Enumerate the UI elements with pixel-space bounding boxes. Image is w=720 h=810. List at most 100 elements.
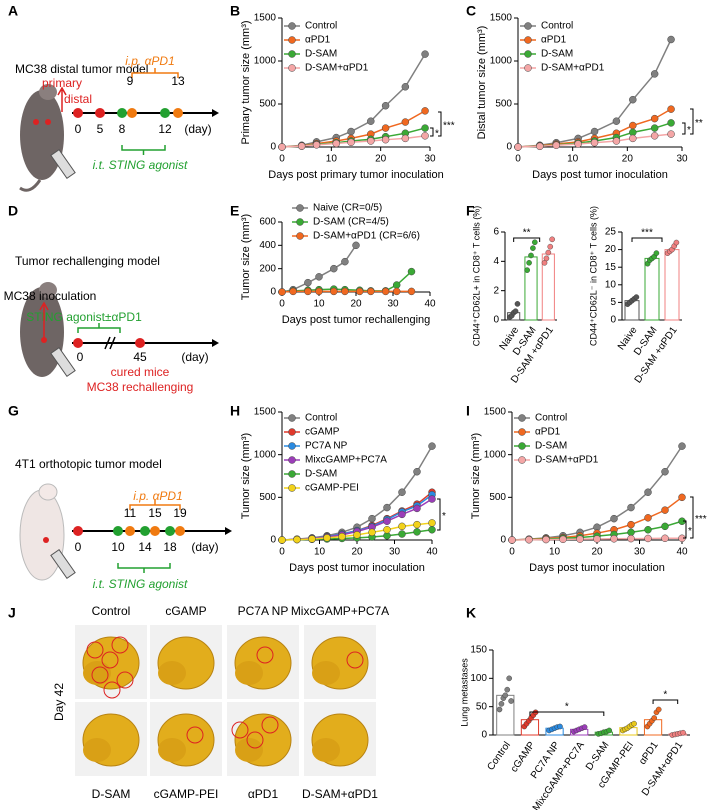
y-tick-label: 400: [259, 240, 276, 251]
arrow: [39, 301, 49, 338]
y-tick-label: 50: [476, 701, 488, 712]
x-tick-label: 0: [279, 154, 285, 165]
data-point: [650, 114, 659, 123]
legend-marker: [524, 64, 532, 72]
data-point: [421, 107, 429, 115]
y-tick-label: 1500: [254, 407, 277, 418]
data-point: [653, 250, 660, 256]
photo-label: PC7A NP: [238, 604, 289, 618]
legend-label: D-SAM+αPD1: [541, 63, 605, 74]
data-point: [398, 510, 406, 519]
mouse-a: [19, 84, 76, 192]
data-point: [514, 143, 522, 151]
data-point: [428, 495, 436, 503]
y-tick-label: 100: [470, 673, 487, 684]
legend-marker: [288, 50, 296, 58]
legend-marker: [518, 456, 526, 464]
legend-marker: [524, 50, 532, 58]
data-point: [332, 139, 341, 148]
legend-label: Naive (CR=0/5): [313, 203, 382, 214]
x-tick-label: 0: [515, 154, 521, 165]
data-point: [502, 692, 509, 699]
data-point: [557, 723, 563, 730]
legend-marker: [288, 484, 296, 492]
schematic-label: primary: [42, 76, 82, 90]
data-point: [413, 504, 421, 513]
lung-lobe: [235, 661, 263, 685]
data-point: [367, 137, 375, 145]
legend-marker: [288, 22, 296, 30]
y-tick-label: 0: [270, 142, 276, 153]
data-point: [367, 117, 375, 125]
data-point: [315, 287, 323, 296]
data-point: [367, 287, 375, 296]
data-point: [606, 727, 613, 734]
bar: [644, 257, 660, 321]
x-axis-label: Days post tumor inoculation: [289, 562, 425, 574]
x-tick-label: αPD1: [637, 740, 661, 767]
data-point: [633, 294, 640, 300]
panel-label: H: [230, 403, 240, 419]
legend-marker: [288, 470, 296, 478]
nodule-circle: [91, 666, 109, 684]
y-tick-label: 0: [481, 730, 487, 741]
data-point: [549, 236, 555, 243]
legend-label: D-SAM+αPD1: [305, 63, 369, 74]
data-point: [289, 287, 297, 296]
data-point: [610, 514, 618, 523]
x-tick-label: 40: [424, 299, 436, 310]
data-point: [347, 127, 355, 136]
schematic-label: MC38 rechallenging: [87, 380, 194, 394]
x-tick-label: 20: [351, 547, 363, 558]
x-tick-label: 30: [676, 154, 688, 165]
timeline-dot: [113, 526, 123, 536]
nodule-circle: [256, 646, 274, 664]
timeline-dot: [117, 108, 127, 118]
sig-bracket: [690, 108, 694, 135]
legend-label: Control: [541, 21, 573, 32]
data-point: [498, 701, 505, 707]
schematic-label: 12: [158, 122, 172, 136]
sig-label: *: [435, 129, 439, 140]
legend-marker: [288, 428, 296, 436]
data-point: [413, 528, 421, 536]
schematic-label: 0: [75, 540, 82, 554]
nodule-circle: [186, 726, 204, 744]
photo-label: cGAMP-PEI: [154, 787, 219, 801]
data-point: [552, 141, 561, 150]
bar: [524, 256, 538, 321]
data-point: [506, 675, 512, 682]
photo-label: Control: [92, 604, 131, 618]
data-point: [650, 70, 659, 78]
data-point: [381, 124, 390, 132]
lung-lobe: [235, 738, 263, 762]
x-tick-label: 0: [509, 547, 515, 558]
legend-label: αPD1: [541, 35, 567, 46]
data-point: [398, 522, 406, 531]
y-tick-label: 600: [259, 217, 276, 228]
timeline-dot: [125, 526, 135, 536]
data-point: [381, 101, 390, 110]
photo-grid: [75, 625, 376, 776]
data-point: [525, 535, 533, 544]
panel-label: J: [8, 605, 16, 621]
nodule-circle: [231, 721, 249, 739]
data-point: [627, 528, 635, 537]
bracket: [121, 145, 166, 155]
legend-marker: [288, 36, 296, 44]
data-point: [504, 686, 511, 693]
legend-label: PC7A NP: [305, 441, 348, 452]
legend-label: D-SAM: [535, 441, 567, 452]
data-point: [278, 536, 286, 544]
y-axis-label: Distal tumor size (mm³): [476, 26, 488, 140]
y-axis-label: Tumor size (mm³): [240, 214, 252, 300]
schematic-label: 11: [124, 506, 137, 520]
sig-bracket: [437, 498, 441, 531]
panel-label: F: [466, 203, 475, 219]
data-point: [667, 130, 675, 138]
lung-lobe: [312, 738, 340, 762]
break: [109, 336, 116, 350]
data-point: [536, 142, 544, 151]
data-point: [355, 287, 364, 296]
bar: [664, 249, 680, 321]
